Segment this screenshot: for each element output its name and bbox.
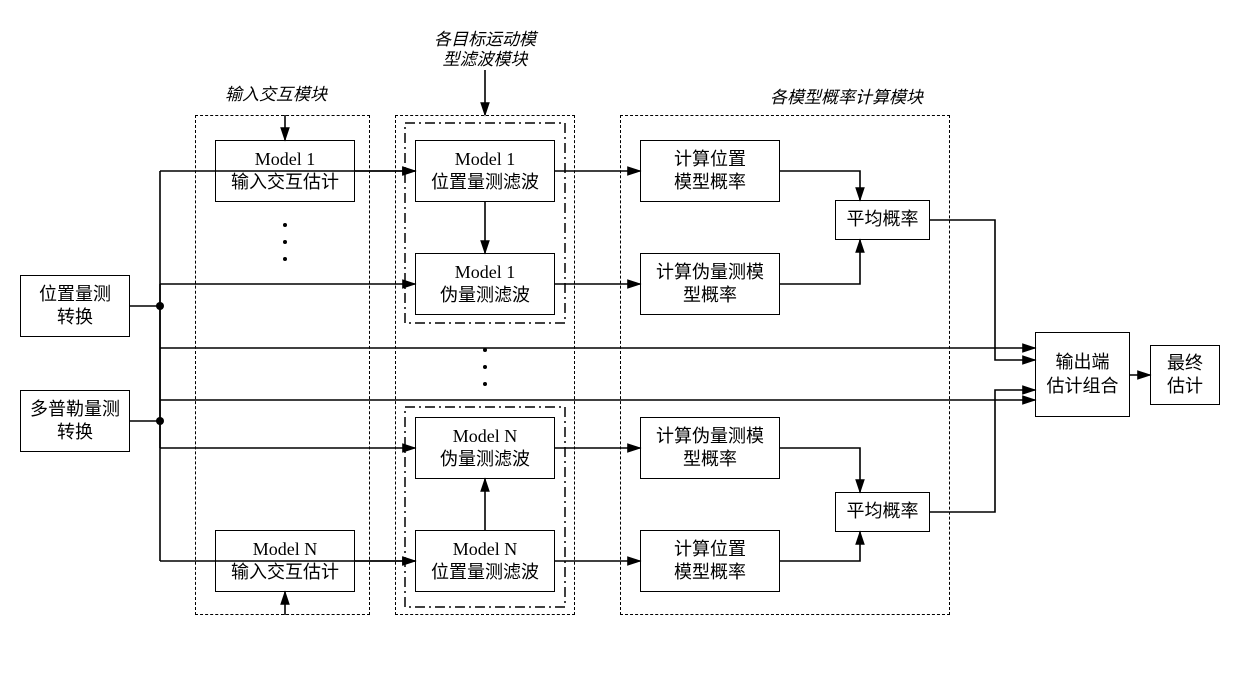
junction-dot	[156, 302, 164, 310]
box-modelN-input: Model N 输入交互估计	[215, 530, 355, 592]
l1: Model N	[453, 425, 518, 448]
box-doppler-meas-conv: 多普勒量测 转换	[20, 390, 130, 452]
box-calc-pseudo-prob-1: 计算伪量测模 型概率	[640, 253, 780, 315]
l2: 模型概率	[674, 561, 746, 584]
label-filter-module: 各目标运动模 型滤波模块	[415, 30, 555, 71]
l1: 最终	[1167, 352, 1203, 375]
vdot	[483, 365, 487, 369]
l2: 位置量测滤波	[431, 561, 539, 584]
t: 平均概率	[847, 500, 919, 523]
box-calc-pos-prob-1: 计算位置 模型概率	[640, 140, 780, 202]
l1: Model N	[453, 538, 518, 561]
box-pos-meas-conv: 位置量测 转换	[20, 275, 130, 337]
l1: Model 1	[455, 148, 516, 171]
vdot	[483, 348, 487, 352]
l1: 计算位置	[674, 148, 746, 171]
l2: 伪量测滤波	[440, 284, 530, 307]
label-line1: 各目标运动模	[434, 30, 536, 49]
box-modelN-pos-filter: Model N 位置量测滤波	[415, 530, 555, 592]
t: 平均概率	[847, 208, 919, 231]
vdot	[283, 240, 287, 244]
l2: 转换	[57, 306, 93, 329]
label-line2: 型滤波模块	[443, 50, 528, 69]
l2: 输入交互估计	[231, 561, 339, 584]
box-model1-pseudo-filter: Model 1 伪量测滤波	[415, 253, 555, 315]
box-output-combine: 输出端 估计组合	[1035, 332, 1130, 417]
vdot	[283, 223, 287, 227]
l2: 模型概率	[674, 171, 746, 194]
label-prob-calc: 各模型概率计算模块	[770, 88, 923, 108]
l2: 估计组合	[1047, 375, 1119, 398]
l2: 伪量测滤波	[440, 448, 530, 471]
box-avg-prob-1: 平均概率	[835, 200, 930, 240]
vdot	[483, 382, 487, 386]
label-input-interaction: 输入交互模块	[225, 85, 327, 105]
label-text: 输入交互模块	[225, 85, 327, 104]
label-text: 各模型概率计算模块	[770, 88, 923, 107]
l1: Model N	[253, 538, 318, 561]
l1: 计算伪量测模	[656, 425, 764, 448]
box-modelN-pseudo-filter: Model N 伪量测滤波	[415, 417, 555, 479]
box-calc-pos-prob-N: 计算位置 模型概率	[640, 530, 780, 592]
l1: 位置量测	[39, 283, 111, 306]
l2: 估计	[1167, 375, 1203, 398]
l1: 多普勒量测	[30, 398, 120, 421]
l1: Model 1	[255, 148, 316, 171]
l2: 型概率	[683, 284, 737, 307]
l1: 计算位置	[674, 538, 746, 561]
l2: 转换	[57, 421, 93, 444]
box-model1-pos-filter: Model 1 位置量测滤波	[415, 140, 555, 202]
box-model1-input: Model 1 输入交互估计	[215, 140, 355, 202]
box-calc-pseudo-prob-N: 计算伪量测模 型概率	[640, 417, 780, 479]
l1: 输出端	[1056, 351, 1110, 374]
l2: 型概率	[683, 448, 737, 471]
l2: 输入交互估计	[231, 171, 339, 194]
box-final-estimate: 最终 估计	[1150, 345, 1220, 405]
vdot	[283, 257, 287, 261]
junction-dot	[156, 417, 164, 425]
l1: 计算伪量测模	[656, 261, 764, 284]
l1: Model 1	[455, 261, 516, 284]
box-avg-prob-N: 平均概率	[835, 492, 930, 532]
l2: 位置量测滤波	[431, 171, 539, 194]
